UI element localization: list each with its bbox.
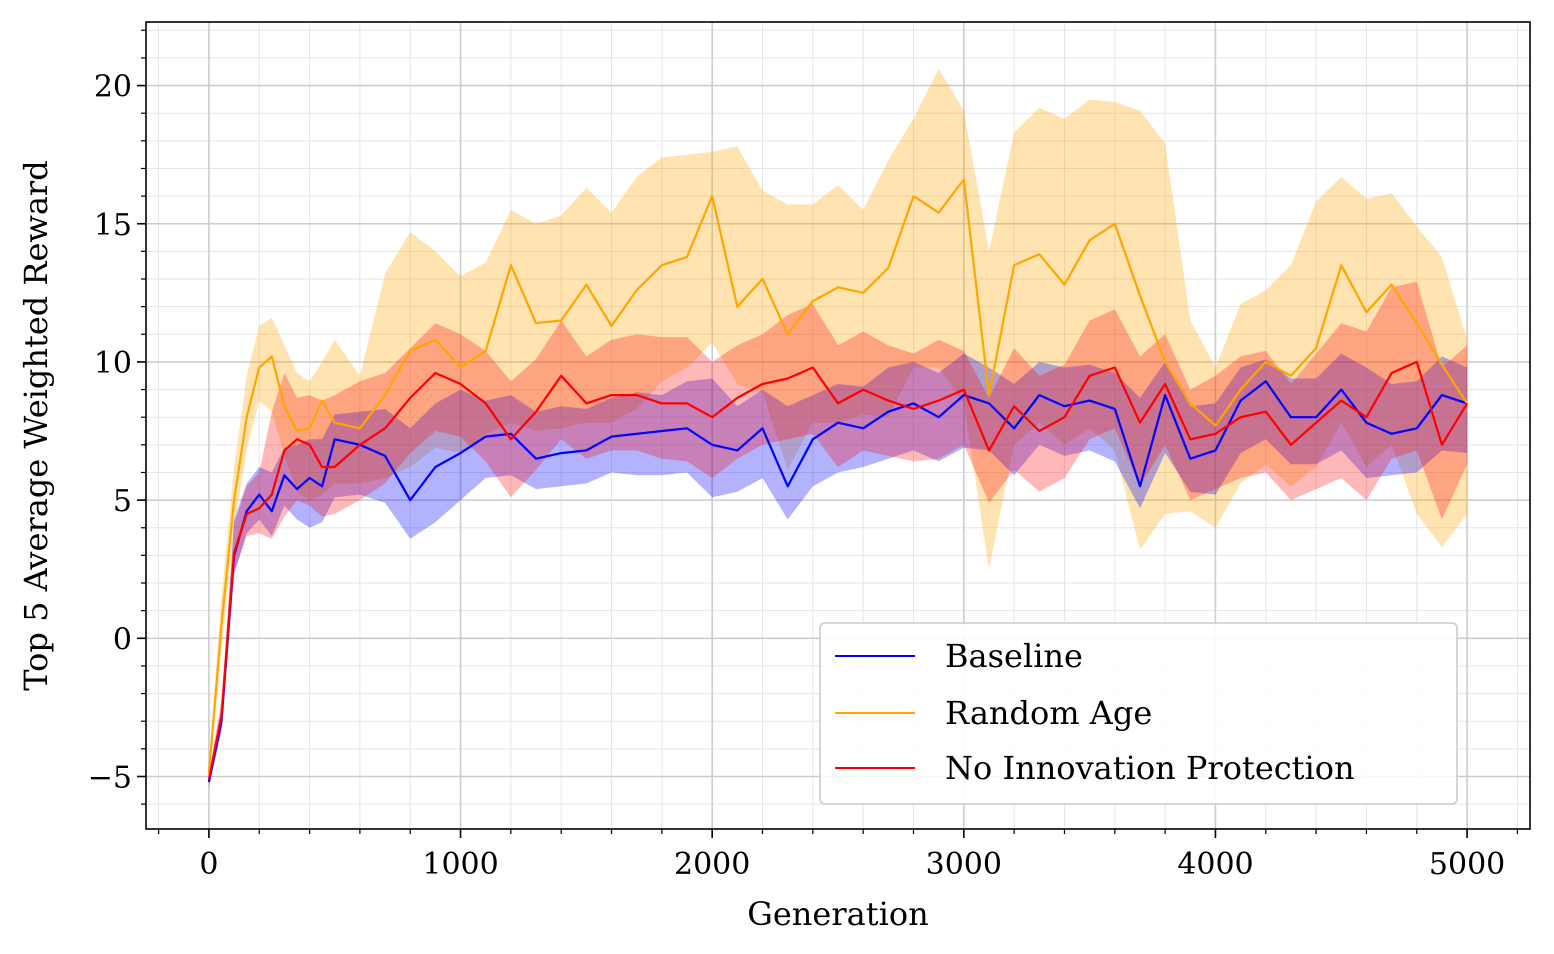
series-lines <box>207 178 1469 783</box>
legend-label-no-innovation-protection: No Innovation Protection <box>945 749 1355 787</box>
x-tick-label: 3000 <box>926 847 1002 882</box>
legend-label-baseline: Baseline <box>945 637 1083 675</box>
y-tick-label: −5 <box>88 760 132 795</box>
series-line-2 <box>207 360 1469 780</box>
y-tick-label: 20 <box>94 70 132 105</box>
tick-labels: 0 1000 2000 3000 4000 5000 −5 0 5 10 15 20 <box>88 70 1506 882</box>
range-band-series-2 <box>208 281 1468 785</box>
range-band-series-0 <box>208 353 1468 788</box>
x-tick-label: 1000 <box>422 847 498 882</box>
axis-ticks <box>137 29 1519 838</box>
range-band-series-1 <box>208 69 1468 780</box>
legend: Baseline Random Age No Innovation Protec… <box>819 622 1458 805</box>
y-axis-label: Top 5 Average Weighted Reward <box>17 160 55 690</box>
plot-frame <box>145 21 1531 830</box>
series-line-1 <box>207 178 1469 774</box>
y-tick-label: 10 <box>94 346 132 381</box>
series-line-0 <box>207 380 1468 783</box>
y-tick-label: 5 <box>113 484 132 519</box>
y-tick-label: 0 <box>113 622 132 657</box>
x-tick-label: 0 <box>199 847 218 882</box>
legend-box <box>819 622 1458 805</box>
x-tick-label: 4000 <box>1177 847 1253 882</box>
range-bands <box>208 69 1468 788</box>
x-axis-label: Generation <box>747 895 928 933</box>
x-tick-label: 2000 <box>674 847 750 882</box>
legend-label-random-age: Random Age <box>945 694 1152 732</box>
y-tick-label: 15 <box>94 208 132 243</box>
x-tick-label: 5000 <box>1429 847 1505 882</box>
